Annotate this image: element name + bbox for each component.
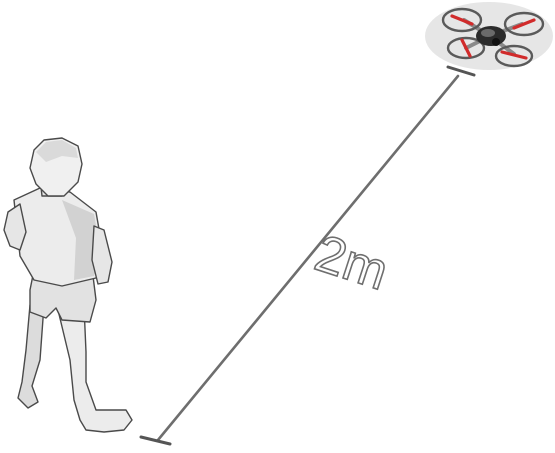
measurement-line bbox=[139, 65, 476, 446]
drone-end-cap bbox=[446, 65, 476, 77]
quadcopter-drone-icon bbox=[425, 2, 553, 70]
ground-end-cap bbox=[139, 435, 172, 446]
distance-label: 2m bbox=[308, 224, 395, 301]
person-figure-icon bbox=[3, 137, 133, 433]
